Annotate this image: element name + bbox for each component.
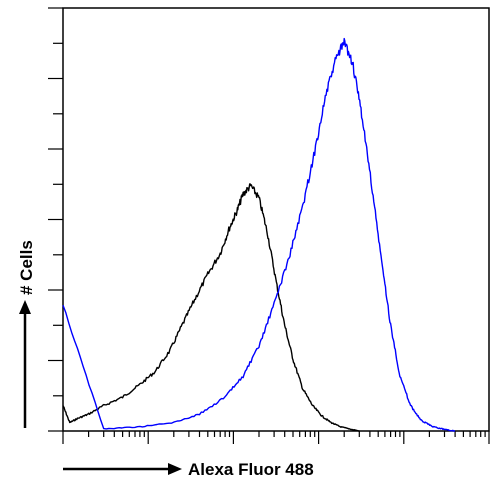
y-axis-label: # Cells — [17, 240, 36, 295]
series-layer — [62, 37, 456, 432]
plot-frame — [62, 7, 490, 432]
x-axis-label: Alexa Fluor 488 — [188, 460, 314, 479]
y-axis-ticks — [48, 7, 63, 432]
x-axis-ticks — [62, 431, 490, 444]
x-axis-arrow-head — [168, 463, 182, 475]
histogram-series-line — [62, 183, 360, 432]
y-axis-arrow-head — [19, 300, 31, 314]
histogram-series-line — [62, 37, 456, 432]
